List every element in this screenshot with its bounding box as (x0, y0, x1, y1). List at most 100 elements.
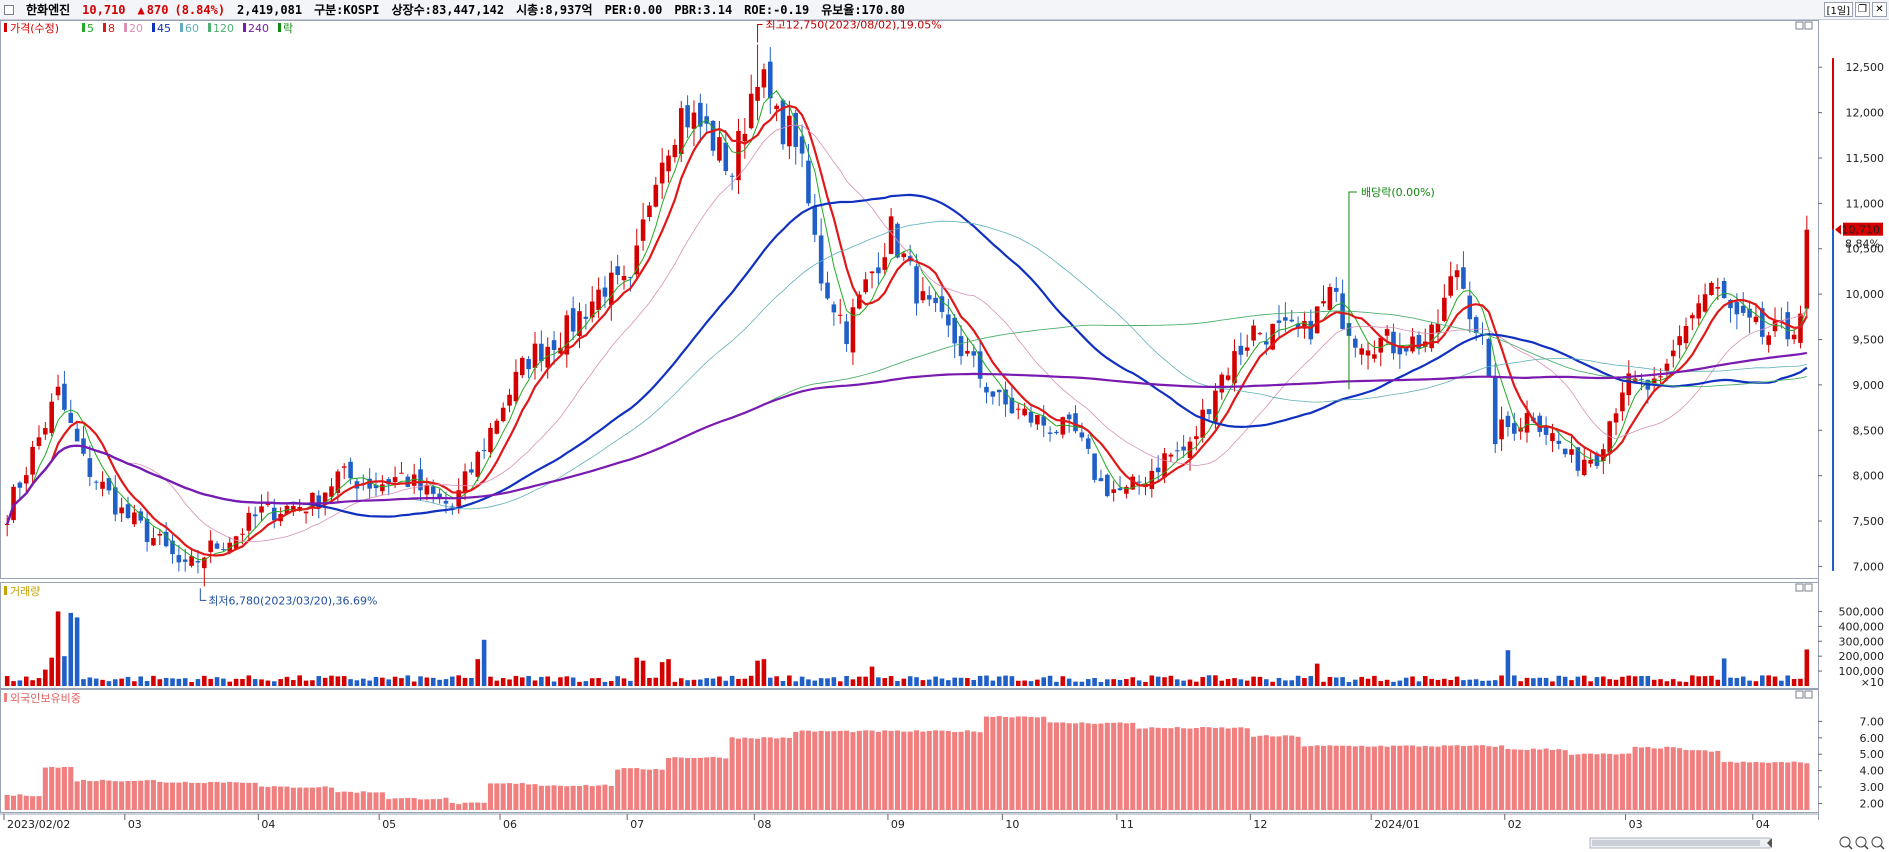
legend-label-ma-락: 락 (283, 22, 293, 35)
candle-body (1594, 453, 1600, 466)
volume-bar (500, 678, 506, 686)
panel-button-1-1[interactable] (1795, 583, 1804, 592)
x-tick-label: 02 (1508, 818, 1522, 831)
candle-body (1314, 306, 1320, 334)
candle-body (335, 471, 341, 494)
candle-body (1092, 453, 1097, 480)
candle-body (1219, 374, 1225, 393)
foreign-ratio-bar (1499, 745, 1505, 810)
candle-body (481, 450, 487, 452)
candle-body (1098, 478, 1104, 482)
volume-bar (1346, 681, 1352, 686)
volume-tick-label: 200,000 (1839, 650, 1885, 663)
volume-bar (615, 676, 620, 686)
volume-bar (946, 680, 951, 686)
foreign-ratio-bar (589, 786, 595, 810)
candle-body (888, 216, 894, 254)
volume-bar (1213, 675, 1218, 686)
foreign-ratio-bar (1187, 728, 1193, 810)
volume-bar (1664, 681, 1670, 686)
period-button[interactable]: [1일] (1823, 2, 1853, 17)
toggle-checkbox[interactable] (4, 4, 14, 15)
foreign-ratio-bar (894, 730, 901, 810)
volume-bar (1766, 675, 1771, 686)
candle-body (1791, 334, 1797, 340)
foreign-ratio-bar (761, 737, 767, 810)
candle-body (1550, 433, 1555, 442)
candle-body (1403, 347, 1409, 352)
price-tick-label: 10,000 (1846, 288, 1885, 301)
foreign-ratio-bar (1193, 727, 1199, 810)
panel-button-0-1[interactable] (1795, 21, 1804, 30)
volume-bar (850, 679, 856, 686)
foreign-ratio-bar (551, 785, 557, 810)
candle-body (653, 184, 659, 207)
window-restore-icon[interactable]: ❐ (1855, 2, 1870, 17)
foreign-ratio-bar (417, 799, 424, 810)
chart-controls (1589, 21, 1885, 850)
zoom-in-icon[interactable] (1871, 836, 1885, 850)
candle-body (1060, 417, 1066, 435)
volume-bar (996, 676, 1002, 686)
volume-bar (1073, 681, 1078, 686)
volume-bar (284, 676, 290, 686)
candle-body (691, 112, 697, 129)
foreign-tick-label: 7.00 (1860, 715, 1885, 728)
candle-body (125, 504, 131, 518)
price-tick-label: 11,000 (1846, 197, 1885, 210)
legend-label-ma-8: 8 (108, 22, 115, 35)
foreign-ratio-bar (214, 781, 220, 810)
volume-bar (233, 678, 239, 686)
candle-body (1213, 390, 1218, 422)
volume-bar (30, 680, 35, 686)
candle-body (1721, 280, 1727, 299)
foreign-ratio-bar (996, 716, 1002, 810)
foreign-ratio-bar (818, 730, 824, 810)
volume-bar (49, 657, 54, 686)
foreign-ratio-bar (939, 730, 945, 810)
volume-bar (647, 677, 652, 686)
volume-bar (1601, 676, 1606, 686)
zoom-reset-icon[interactable] (1855, 836, 1869, 850)
volume-bar (106, 681, 112, 686)
volume-bar (895, 681, 900, 686)
candle-body (1486, 338, 1492, 376)
foreign-ratio-bar (837, 730, 843, 810)
volume-bar (23, 676, 29, 686)
axes: 7,000 7,500 8,000 8,500 9,000 9,500 10,000 10,5… (0, 58, 1884, 831)
volume-bar (43, 669, 48, 686)
volume-legend-title: 거래량 (10, 585, 40, 598)
legend-swatch-foreign (4, 693, 7, 702)
candle-body (717, 137, 722, 161)
panel-button-2-0[interactable] (1804, 690, 1813, 699)
candle-body (1670, 350, 1676, 357)
foreign-ratio-bar (850, 732, 856, 810)
foreign-ratio-bar (1257, 735, 1263, 810)
candle-body (977, 351, 983, 379)
volume-bar (1499, 675, 1504, 686)
candle-body (1321, 301, 1326, 304)
panel-button-0-0[interactable] (1804, 21, 1813, 30)
close-icon[interactable]: ✕ (1872, 2, 1887, 17)
candle-body (755, 86, 760, 101)
x-tick-label: 2023/02/02 (7, 818, 70, 831)
foreign-ratio-bar (1619, 753, 1625, 810)
foreign-ratio-bar (977, 732, 983, 810)
volume-tick-label: 300,000 (1839, 635, 1885, 648)
foreign-ratio-bar (1219, 727, 1225, 810)
panel-button-2-1[interactable] (1795, 690, 1804, 699)
zoom-out-icon[interactable] (1839, 836, 1853, 850)
candle-body (1041, 416, 1047, 426)
price-tick-label: 8,000 (1853, 470, 1885, 483)
candle-body (863, 279, 868, 293)
foreign-ratio-bar (971, 731, 977, 810)
foreign-ratio-bar (1136, 728, 1142, 810)
volume-bar (583, 681, 589, 686)
ma-line-240 (6, 351, 1808, 525)
volume-bar (1467, 679, 1473, 686)
volume-unit-label: ×10 (1861, 676, 1884, 689)
panel-button-1-0[interactable] (1804, 583, 1813, 592)
volume-bar (62, 656, 67, 686)
volume-bar (926, 679, 932, 686)
volume-bar (1543, 677, 1549, 686)
